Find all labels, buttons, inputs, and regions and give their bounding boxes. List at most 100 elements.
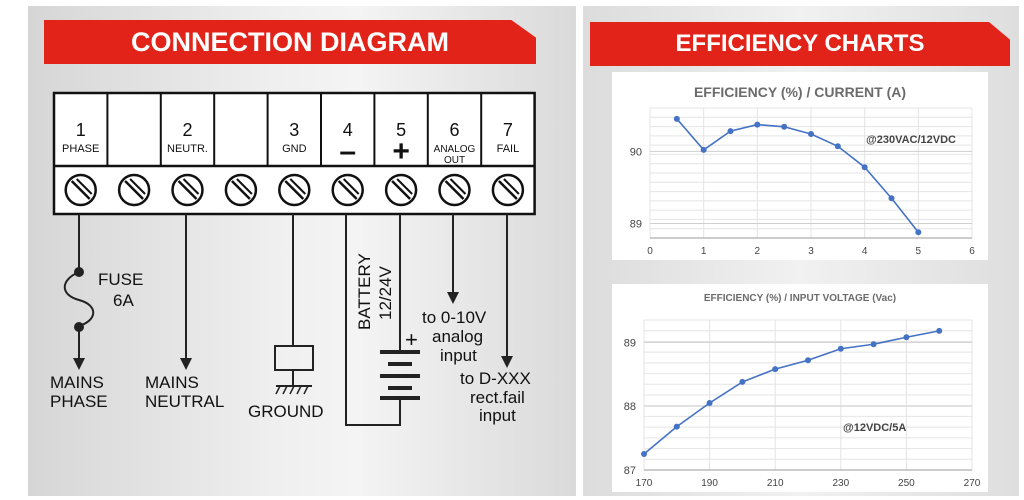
mains-neutral-label-1: MAINS — [145, 373, 199, 392]
data-point — [673, 423, 680, 430]
analog-label-2: analog — [432, 327, 483, 346]
x-tick-label: 5 — [916, 246, 922, 257]
chart-title: EFFICIENCY (%) / INPUT VOLTAGE (Vac) — [704, 293, 896, 304]
fail-label-2: rect.fail — [470, 388, 525, 407]
terminal-number: 4 — [343, 120, 353, 140]
terminal-label: ANALOG — [434, 144, 476, 155]
screw-slot — [182, 178, 200, 195]
x-tick-label: 250 — [898, 478, 915, 489]
screw-slot — [70, 180, 91, 200]
ground-box — [274, 345, 314, 371]
mains-phase-label-2: PHASE — [50, 392, 108, 411]
connection-diagram-title-text: CONNECTION DIAGRAM — [131, 26, 449, 57]
x-tick-label: 0 — [647, 246, 653, 257]
data-point — [915, 229, 922, 236]
connection-diagram-title: CONNECTION DIAGRAM — [44, 20, 536, 64]
terminal-label: GND — [282, 143, 307, 155]
terminal-number: 3 — [289, 120, 299, 140]
data-point — [834, 143, 841, 150]
terminal-number: 7 — [503, 120, 513, 140]
screw-slot — [449, 178, 467, 195]
x-tick-label: 170 — [636, 478, 653, 489]
terminal-number: 1 — [76, 120, 86, 140]
fail-label-1: to D-XXX — [460, 369, 531, 388]
y-tick-label: 89 — [624, 337, 636, 349]
data-point — [808, 131, 814, 137]
data-point — [700, 146, 707, 153]
terminal-number: 2 — [182, 120, 192, 140]
terminal-label: PHASE — [62, 143, 99, 155]
screw-slot — [177, 180, 198, 200]
screw-slot — [396, 178, 413, 195]
y-tick-label: 90 — [630, 146, 642, 158]
efficiency-current-chart: EFFICIENCY (%) / CURRENT (A) 0 1 2 3 4 5 6 89 90 @… — [630, 84, 975, 257]
efficiency-charts-title: EFFICIENCY CHARTS — [590, 22, 1010, 66]
data-point — [805, 357, 811, 364]
data-point — [673, 115, 680, 122]
screw-slot — [75, 178, 93, 195]
screw-slot — [129, 178, 146, 195]
data-point — [706, 399, 713, 406]
chart-title: EFFICIENCY (%) / CURRENT (A) — [694, 84, 906, 100]
screw-slot — [444, 180, 465, 200]
ground-label: GROUND — [248, 402, 324, 421]
efficiency-voltage-chart-box: EFFICIENCY (%) / INPUT VOLTAGE (Vac) 170 1… — [612, 284, 988, 492]
battery-symbol — [380, 350, 420, 400]
fail-label-3: input — [479, 406, 516, 425]
connection-panel — [28, 6, 576, 496]
terminal-number: 5 — [396, 120, 406, 140]
fuse-symbol — [63, 271, 95, 327]
mains-neutral-arrow — [180, 358, 192, 370]
data-point — [727, 128, 734, 135]
x-tick-label: 2 — [755, 246, 761, 257]
screw-slot — [503, 178, 520, 195]
x-tick-label: 4 — [862, 246, 868, 257]
data-point — [781, 123, 788, 130]
x-tick-label: 190 — [701, 478, 718, 489]
terminal-label: FAIL — [497, 143, 520, 155]
data-point — [739, 378, 746, 385]
fail-arrow — [501, 356, 513, 368]
screw-slot — [498, 180, 518, 200]
series-line — [643, 330, 940, 455]
screw-slot — [342, 178, 360, 195]
terminal-number: 6 — [449, 120, 459, 140]
y-tick-label: 87 — [624, 465, 636, 477]
x-tick-label: 210 — [767, 478, 784, 489]
efficiency-voltage-chart: EFFICIENCY (%) / INPUT VOLTAGE (Vac) 170 1… — [624, 293, 981, 489]
ground-hatch — [275, 385, 309, 395]
data-point — [870, 341, 877, 348]
x-tick-label: 230 — [832, 478, 849, 489]
analog-arrow — [447, 292, 459, 304]
screw-slot — [124, 180, 144, 200]
terminal-label: NEUTR. — [167, 143, 208, 155]
data-point — [936, 327, 943, 334]
fuse-label: FUSE — [98, 270, 143, 289]
series-line — [676, 118, 919, 233]
data-point — [861, 164, 868, 171]
terminal-polarity: – — [339, 135, 356, 168]
screw-slot — [284, 180, 305, 200]
terminal-label: OUT — [444, 155, 465, 166]
screw-slot — [391, 180, 411, 200]
wiring — [63, 214, 513, 426]
data-point — [754, 121, 761, 128]
y-tick-label: 88 — [624, 401, 636, 413]
mains-neutral-label-2: NEUTRAL — [145, 392, 224, 411]
analog-label-1: to 0-10V — [422, 308, 487, 327]
battery-label-1: BATTERY — [355, 253, 374, 330]
x-tick-label: 6 — [969, 246, 975, 257]
data-point — [888, 195, 895, 202]
x-tick-label: 270 — [964, 478, 981, 489]
chart-annotation: @230VAC/12VDC — [866, 134, 956, 146]
data-point — [903, 334, 910, 341]
y-tick-label: 89 — [630, 219, 642, 231]
data-point — [772, 366, 779, 373]
fuse-rating-label: 6A — [113, 291, 134, 310]
battery-label-2: 12/24V — [376, 265, 395, 320]
screw-slot — [236, 178, 253, 195]
x-tick-label: 1 — [701, 246, 707, 257]
efficiency-charts-title-text: EFFICIENCY CHARTS — [675, 30, 925, 57]
data-point — [837, 345, 844, 352]
